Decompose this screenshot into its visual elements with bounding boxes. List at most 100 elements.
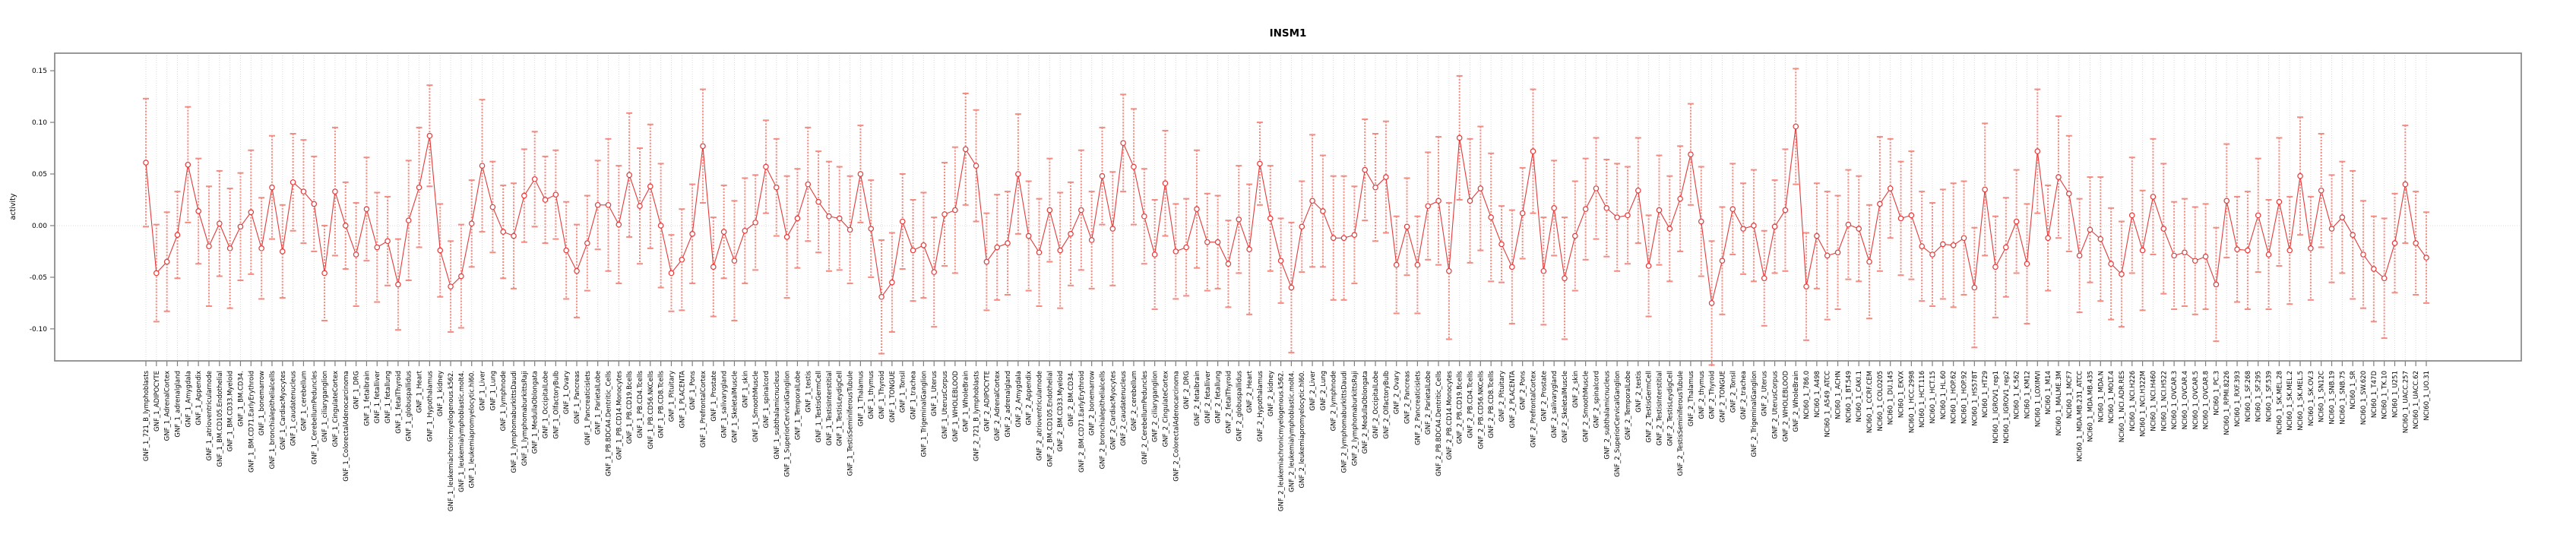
x-tick-label: GNF_2_BM.CD71.EarlyErythroid (1078, 371, 1086, 473)
x-tick-label: NCI60_1_TK.10 (2381, 371, 2389, 419)
x-tick-label: NCI60_1_SK.MEL.28 (2276, 371, 2283, 435)
data-point (342, 223, 349, 229)
data-point (1960, 235, 1967, 242)
x-tick-label: GNF_1_Uterus (931, 370, 938, 416)
x-tick-label: GNF_1_lymphomaburkittsDaudi (511, 371, 518, 473)
x-tick-label: GNF_2_PB.BDCA4.Dentritic_Cells (1435, 370, 1443, 476)
x-tick-label: GNF_2_fetalliver (1204, 371, 1212, 424)
x-tick-label: GNF_2_TONGUE (1719, 371, 1726, 422)
x-tick-label: GNF_1_WholeBrain (963, 371, 970, 432)
x-tick-label: GNF_1_TemporalLobe (794, 371, 802, 440)
x-tick-label: NCI60_1_MDA.MB.435 (2087, 371, 2094, 442)
y-tick-label: -0.05 (30, 274, 47, 282)
data-point (1005, 240, 1011, 246)
data-point (2171, 252, 2177, 259)
x-tick-label: NCI60_1_LOXIMVI (2034, 371, 2042, 427)
data-point (637, 203, 643, 209)
data-point (2234, 246, 2240, 253)
data-point (1330, 235, 1337, 242)
data-point (2034, 148, 2041, 154)
x-tick-label: NCI60_1_SF.539 (2266, 371, 2274, 422)
x-tick-label: NCI60_1_OVCAR.8 (2203, 371, 2210, 429)
data-point (1488, 214, 1494, 220)
data-point (1172, 248, 1179, 255)
data-point (237, 223, 244, 230)
x-tick-label: GNF_2_SuperiorCervicalGanglion (1614, 371, 1622, 477)
x-tick-label: GNF_1_CardiacMyocytes (280, 370, 287, 450)
x-tick-label: GNF_1_SmoothMuscle (752, 371, 760, 442)
data-point (700, 143, 706, 150)
x-tick-label: NCI60_1_NCI.H226 (2129, 371, 2137, 432)
x-tick-label: GNF_1_bonemarrow (258, 371, 266, 435)
data-point (1015, 171, 1021, 177)
data-point (1519, 210, 1526, 217)
data-point (910, 247, 916, 254)
x-tick-label: GNF_2_caudatenucleus (1120, 370, 1128, 446)
data-point (2182, 249, 2188, 256)
x-tick-label: GNF_1_leukemialymphoblastic.molt4. (458, 371, 466, 492)
x-tick-label: GNF_1_SkeletalMuscle (731, 371, 739, 443)
data-point (1351, 232, 1358, 238)
x-tick-label: GNF_1_PB.CD56.NKCells (647, 370, 655, 449)
data-point (1698, 218, 1704, 225)
data-point (931, 269, 938, 275)
data-point (269, 184, 275, 191)
data-point (1025, 232, 1032, 239)
data-point (332, 188, 338, 194)
data-point (1340, 235, 1347, 242)
data-point (2371, 266, 2377, 272)
data-point (1614, 214, 1620, 220)
y-tick-label: 0.10 (32, 119, 47, 127)
x-tick-label: GNF_1_OlfactoryBulb (552, 371, 560, 439)
x-tick-label: GNF_1_ciliaryganglion (321, 371, 329, 442)
x-tick-label: GNF_2_bronchialepithelialcells (1099, 370, 1106, 469)
x-tick-label: GNF_2_BM.CD34. (1068, 371, 1075, 427)
x-tick-label: GNF_2_PLACENTA (1509, 371, 1517, 428)
x-tick-label: NCI60_1_RPMI.8226 (2223, 371, 2231, 435)
grid-layer (55, 53, 2521, 361)
data-point (626, 172, 632, 179)
x-tick-label: GNF_2_trachea (1740, 371, 1748, 419)
data-point (511, 232, 517, 239)
data-point (941, 211, 948, 217)
x-tick-label: GNF_2_SkeletalMuscle (1562, 371, 1569, 443)
data-point (1530, 148, 1536, 154)
x-tick-label: NCI60_1_SF.295 (2255, 371, 2263, 422)
x-tick-label: GNF_1_BM.CD71.EarlyErythroid (248, 371, 255, 473)
data-point (1204, 239, 1210, 245)
x-tick-label: GNF_2_TestisGermCell (1646, 371, 1654, 443)
data-point (531, 176, 538, 182)
data-point (374, 244, 381, 251)
x-tick-label: NCI60_1_UACC.257 (2402, 371, 2410, 433)
x-tick-label: GNF_1_salivarygland (721, 371, 729, 438)
x-tick-label: NCI60_1_PC.3 (2213, 371, 2220, 416)
x-tick-label: NCI60_1_HCC.2998 (1908, 371, 1916, 433)
x-tick-label: GNF_1_PB.CD4.Tcells (637, 370, 644, 438)
data-point (416, 184, 422, 191)
data-point (1845, 221, 1852, 228)
data-point (1078, 207, 1084, 213)
data-point (2423, 255, 2429, 261)
data-point (458, 273, 464, 280)
x-tick-label: NCI60_1_KM12 (2024, 371, 2031, 419)
data-point (1688, 151, 1694, 157)
x-tick-label: NCI60_1_U251 (2392, 371, 2400, 418)
data-point (742, 227, 748, 234)
data-series-layer (143, 123, 2429, 306)
data-point (2097, 236, 2104, 242)
x-tick-label: NCI60_1_MDA.N (2097, 371, 2105, 422)
data-point (2350, 232, 2356, 238)
x-tick-label: NCI60_1_NCI.ADR.RES (2119, 371, 2126, 442)
x-tick-label: NCI60_1_UACC.62 (2413, 371, 2420, 429)
data-point (2391, 240, 2398, 246)
data-point (448, 283, 454, 289)
x-tick-label: GNF_2_Thyroid (1709, 371, 1717, 419)
data-point (1919, 243, 1925, 249)
x-tick-label: GNF_1_ADIPOCYTE (153, 371, 161, 432)
data-point (1950, 242, 1957, 248)
x-tick-label: GNF_1_leukemiachronicmyelogenous.k562. (448, 371, 455, 511)
x-tick-label: NCI60_1_HCT.116 (1919, 371, 1926, 428)
data-point (783, 234, 790, 240)
data-point (1194, 206, 1200, 213)
data-point (395, 281, 401, 288)
